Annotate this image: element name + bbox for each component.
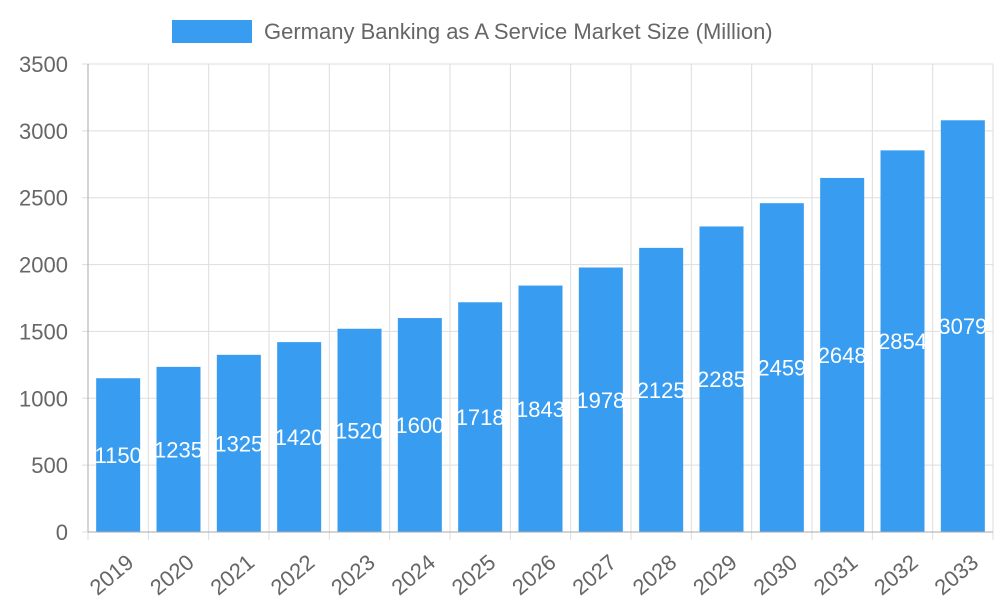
data-label: 2285: [697, 367, 746, 392]
legend[interactable]: Germany Banking as A Service Market Size…: [172, 19, 773, 44]
bar: [216, 354, 261, 532]
x-tick-label: 2022: [266, 549, 320, 600]
x-tick-label: 2026: [507, 549, 561, 600]
x-tick-label: 2019: [85, 549, 139, 600]
x-tick-label: 2020: [145, 549, 199, 600]
grid: [82, 63, 994, 540]
data-label: 1150: [95, 443, 142, 468]
data-label: 1325: [214, 431, 263, 456]
y-tick-label: 1000: [19, 386, 68, 411]
y-tick-label: 3500: [19, 52, 68, 77]
data-label: 1600: [395, 413, 444, 438]
y-tick-label: 500: [31, 453, 68, 478]
y-tick-label: 2000: [19, 253, 68, 278]
bar: [458, 302, 503, 532]
x-tick-label: 2033: [929, 549, 983, 600]
bar: [699, 226, 744, 532]
y-tick-label: 3000: [19, 119, 68, 144]
x-tick-label: 2031: [809, 549, 863, 600]
data-label: 2854: [878, 329, 927, 354]
data-label: 1520: [335, 418, 384, 443]
x-tick-label: 2029: [688, 549, 742, 600]
x-tick-label: 2032: [869, 549, 923, 600]
x-tick-label: 2021: [205, 549, 259, 600]
bar: [96, 378, 141, 532]
bar: [397, 318, 442, 532]
x-tick-label: 2024: [386, 549, 440, 600]
bar: [518, 285, 563, 532]
x-tick-label: 2027: [567, 549, 621, 600]
data-label: 3079: [938, 314, 987, 339]
x-tick-label: 2030: [748, 549, 802, 600]
bar: [578, 267, 623, 532]
bar: [639, 247, 684, 532]
bar: [156, 366, 201, 532]
bar: [277, 342, 322, 532]
bar: [759, 203, 804, 532]
legend-label: Germany Banking as A Service Market Size…: [264, 19, 773, 44]
x-tick-label: 2025: [447, 549, 501, 600]
bar: [880, 150, 925, 532]
data-label: 1420: [275, 425, 324, 450]
data-label: 2125: [637, 378, 686, 403]
data-label: 1235: [154, 437, 203, 462]
data-label: 1843: [516, 397, 565, 422]
legend-swatch: [172, 20, 252, 43]
data-label: 1978: [576, 388, 625, 413]
x-tick-label: 2028: [628, 549, 682, 600]
bar: [337, 328, 382, 532]
data-label: 2648: [818, 343, 867, 368]
bars: 1150 1235 1325 1420 1520 1600 1718 1843 1978 2125…: [95, 120, 987, 533]
data-label: 1718: [456, 405, 505, 430]
bar: [820, 177, 865, 533]
y-tick-label: 2500: [19, 186, 68, 211]
y-tick-label: 1500: [19, 319, 68, 344]
y-tick-label: 0: [56, 520, 68, 545]
x-tick-label: 2023: [326, 549, 380, 600]
data-label: 2459: [757, 356, 806, 381]
bar: [940, 120, 985, 533]
